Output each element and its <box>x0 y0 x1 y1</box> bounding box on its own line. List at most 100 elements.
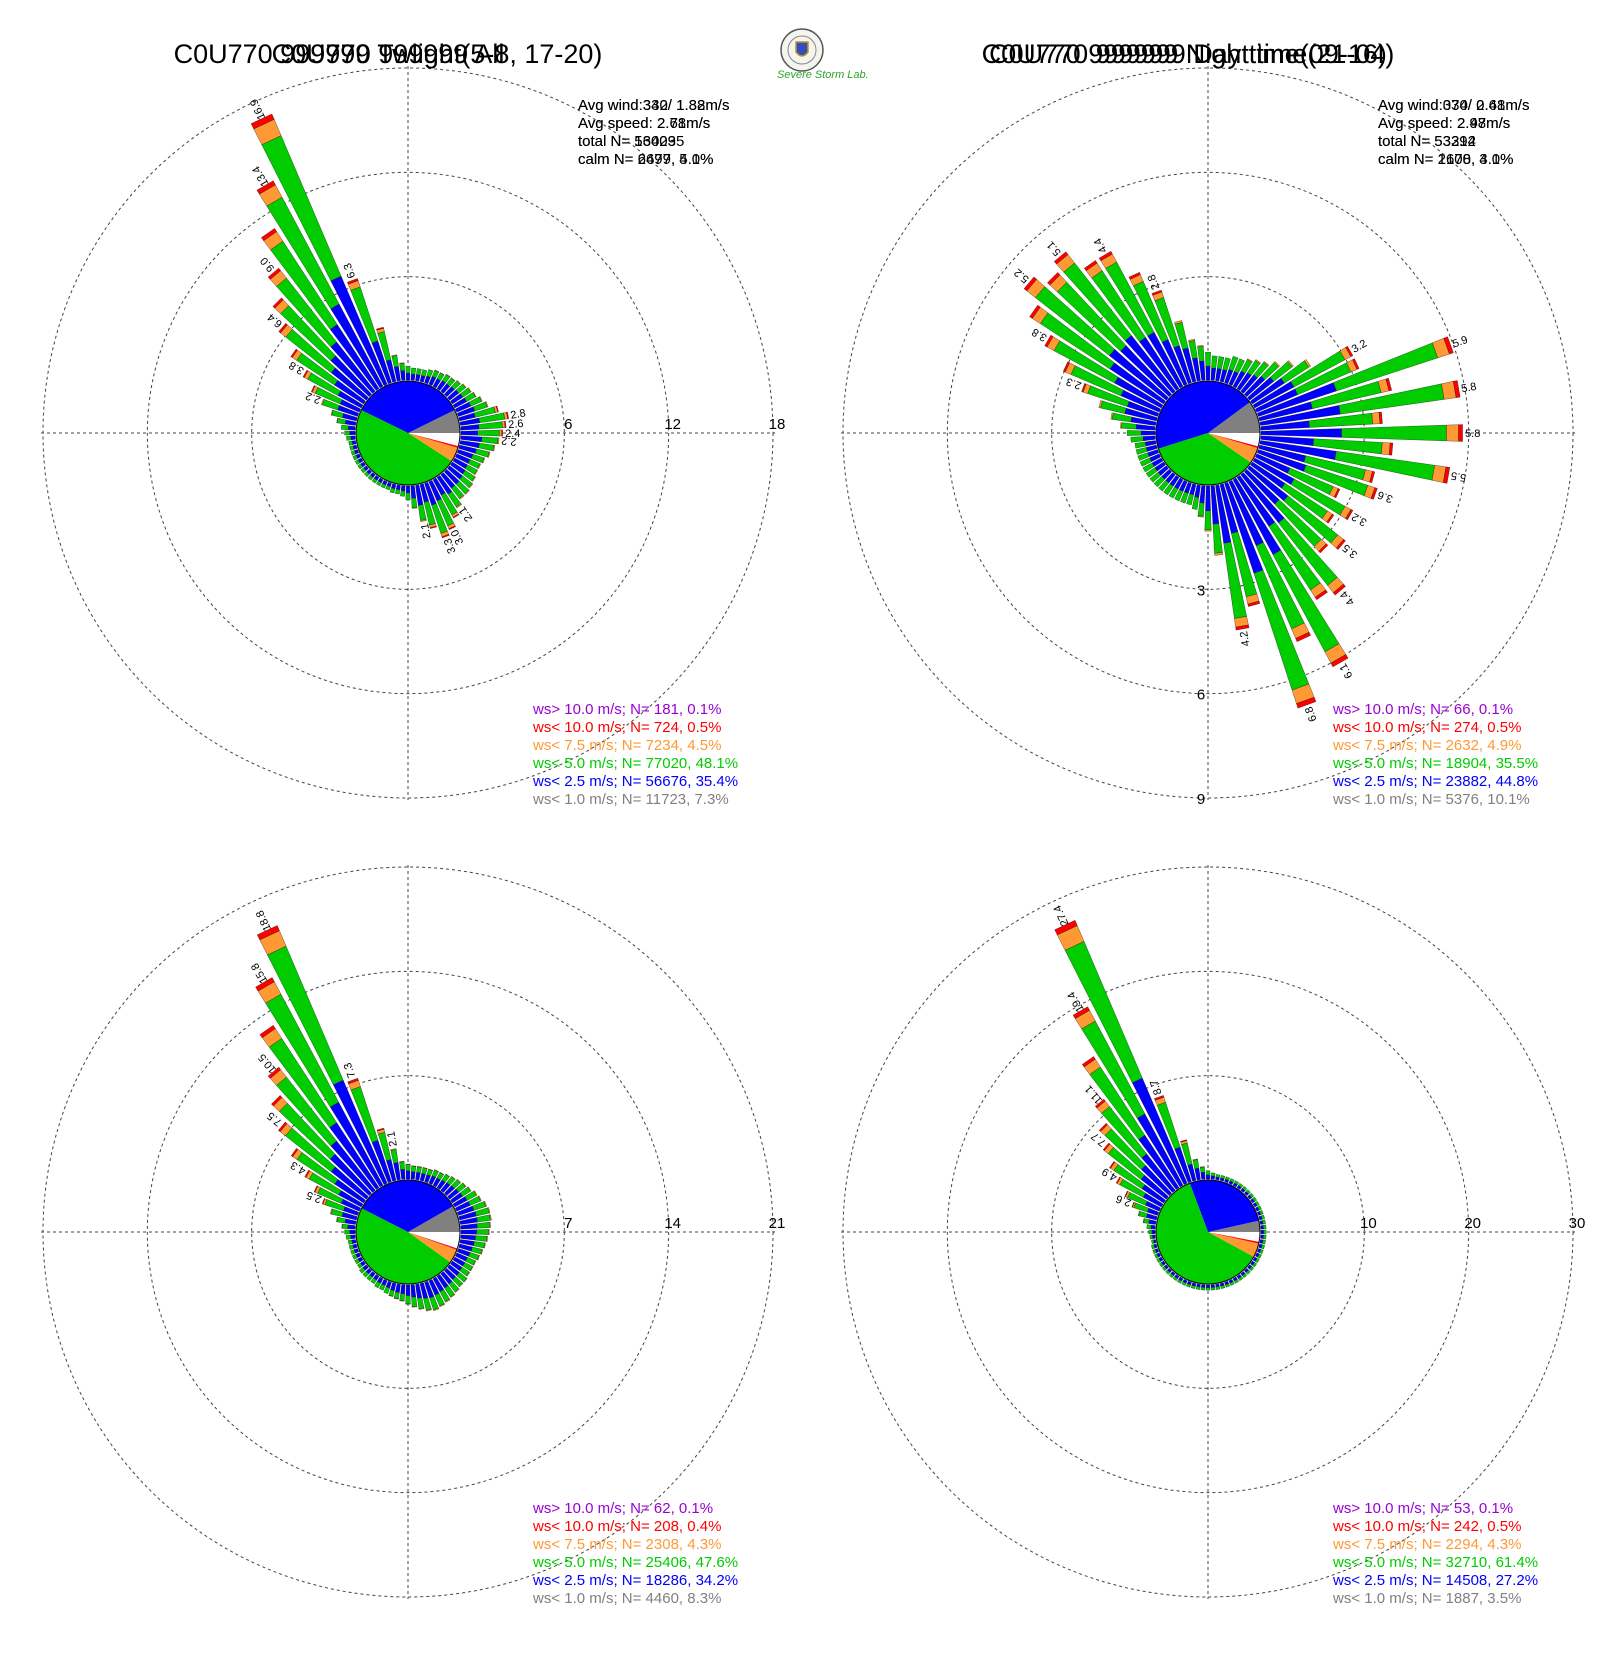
wind-bar-segment <box>421 369 428 377</box>
grid-ring <box>1051 1075 1365 1389</box>
ring-label: 18 <box>769 416 786 433</box>
bar-value-label: 4.4 <box>1338 588 1357 607</box>
wind-bar-segment <box>1334 488 1341 499</box>
wind-bar-segment <box>499 429 502 437</box>
wind-bar-segment <box>357 1262 363 1269</box>
wind-bar-segment <box>1188 339 1195 342</box>
legend-entry: ws< 2.5 m/s; N= 18286, 34.2% <box>532 1572 738 1589</box>
wind-bar-segment <box>1326 513 1335 524</box>
wind-bar-segment <box>1174 489 1184 502</box>
wind-bar-segment <box>1131 1201 1135 1208</box>
wind-bar-segment <box>1205 1174 1211 1180</box>
wind-bar-segment <box>1249 1192 1255 1198</box>
wind-bar-segment <box>1137 1210 1141 1217</box>
wind-bar-segment <box>336 1217 346 1224</box>
wind-bar-segment <box>1053 251 1069 265</box>
wind-bar-segment <box>1151 1229 1156 1235</box>
legend-entry: ws< 1.0 m/s; N= 11723, 7.3% <box>532 791 729 808</box>
legend-entry: ws< 7.5 m/s; N= 2308, 4.3% <box>532 1536 721 1553</box>
wind-bar-segment <box>393 1297 399 1300</box>
wind-bar-segment <box>480 1249 484 1255</box>
wind-bar-segment <box>475 1235 488 1242</box>
wind-bar-segment <box>1192 1158 1198 1161</box>
stat-line: Avg wind:340/ 1.38m/s <box>578 97 729 114</box>
wind-bar-segment <box>1072 1006 1090 1019</box>
wind-bar-segment <box>1385 377 1392 392</box>
wind-bar-segment <box>473 1260 477 1266</box>
wind-bar-segment <box>410 485 417 499</box>
wind-bar-segment <box>350 435 356 441</box>
wind-bar-segment <box>1154 1253 1159 1259</box>
grid-ring <box>842 67 1574 799</box>
wind-bar-segment <box>1191 496 1199 510</box>
wind-bar-segment <box>395 484 401 490</box>
bar-value-label: 7.3 <box>342 1061 359 1079</box>
wind-bar-segment <box>445 1173 450 1178</box>
wind-bar-segment <box>400 370 406 381</box>
stat-line: total N= 53294 <box>1378 133 1476 150</box>
wind-bar-segment <box>1369 471 1375 483</box>
wind-bar-segment <box>456 380 461 385</box>
grid-ring <box>251 1075 565 1389</box>
pie-outline <box>355 1179 461 1285</box>
wind-bar-segment <box>1341 424 1447 442</box>
wind-bar-segment <box>1296 697 1317 709</box>
wind-bar-segment <box>433 1307 440 1311</box>
bar-value-label: 15.8 <box>249 961 270 986</box>
wind-bar-segment <box>1217 356 1225 370</box>
wind-bar-segment <box>1238 1183 1244 1188</box>
legend-entry: ws< 2.5 m/s; N= 14508, 27.2% <box>1332 1572 1538 1589</box>
wind-bar-segment <box>405 365 411 374</box>
wind-bar-segment <box>1330 654 1349 668</box>
wind-bar-segment <box>261 228 277 241</box>
wind-bar-segment <box>1215 1174 1221 1178</box>
wind-bar-segment <box>419 1173 426 1182</box>
wind-bar-segment <box>376 480 382 487</box>
wind-bar-segment <box>1186 493 1194 506</box>
wind-bar-segment <box>380 483 387 489</box>
wind-bar-segment <box>1314 589 1328 600</box>
wind-bar-segment <box>341 424 349 430</box>
severe-storm-lab-logo: Severe Storm Lab. <box>777 28 869 81</box>
legend-entry: ws> 10.0 m/s; N= 53, 0.1% <box>1332 1500 1513 1517</box>
wind-bar-segment <box>345 1234 352 1240</box>
wind-bar-segment <box>344 1218 357 1225</box>
bar-value-label: 6.1 <box>1337 661 1355 680</box>
ring-label: 12 <box>664 416 681 433</box>
ring-label: 7 <box>564 1215 572 1232</box>
wind-bar-segment <box>322 1198 326 1205</box>
pie-slice <box>1208 433 1259 447</box>
wind-bar-segment <box>478 442 495 452</box>
wind-bar-segment <box>1252 1262 1257 1268</box>
wind-bar-segment <box>1197 515 1204 518</box>
wind-bar-segment <box>459 494 465 500</box>
wind-bar-segment <box>1140 430 1156 436</box>
stat-line: calm N= 2699, 5.1% <box>578 151 714 168</box>
wind-bar-segment <box>388 1294 394 1297</box>
wind-bar-segment <box>1260 1230 1264 1234</box>
pie-slice <box>1208 1232 1259 1257</box>
wind-bar-segment <box>468 483 474 489</box>
ring-label: 3 <box>1197 582 1205 599</box>
wind-bar-segment <box>419 375 426 383</box>
wind-bar-segment <box>1252 1196 1257 1202</box>
wind-bar-segment <box>1204 510 1212 530</box>
wind-bar-segment <box>1261 1214 1265 1220</box>
pie-slice <box>1158 433 1251 485</box>
bar-value-label: 2.1 <box>419 522 433 539</box>
wind-bar-segment <box>477 1255 480 1261</box>
pie-slice <box>408 1232 458 1249</box>
wind-bar-segment <box>1212 523 1223 554</box>
wind-bar-segment <box>1181 1281 1187 1286</box>
wind-bar-segment <box>417 1297 425 1309</box>
grid-ring <box>946 970 1470 1494</box>
pie-slice <box>1156 380 1250 449</box>
wind-bar-segment <box>344 419 357 426</box>
bar-value-label: 6.8 <box>1303 705 1320 723</box>
wind-bar-segment <box>1172 1276 1178 1281</box>
wind-bar-segment <box>347 278 359 285</box>
wind-bar-segment <box>1023 276 1037 292</box>
wind-bar-segment <box>1242 1273 1248 1279</box>
pie-slice <box>408 433 459 447</box>
wind-bar-segment <box>399 1161 405 1163</box>
